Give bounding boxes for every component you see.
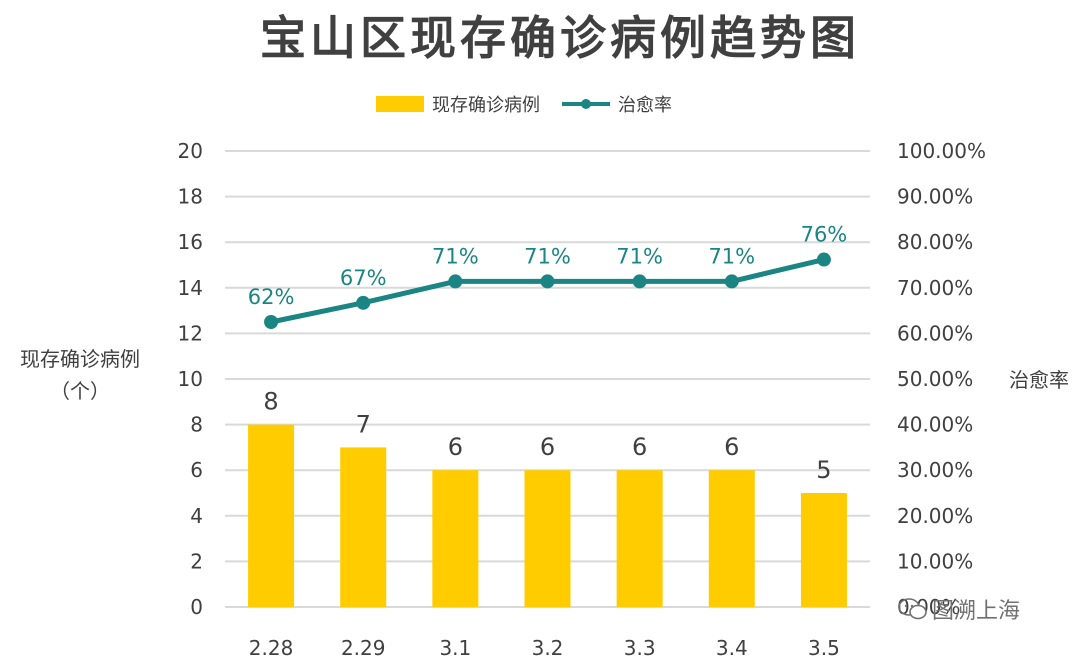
bar-data-label: 5 [816,456,831,484]
legend-label-cure-rate: 治愈率 [618,95,672,116]
x-tick: 3.2 [532,636,564,657]
cure-rate-data-label: 71% [432,244,479,268]
cure-rate-point [264,315,279,329]
legend-label-cases: 现存确诊病例 [432,95,540,116]
cure-rate-point [356,295,371,310]
y-tick-left: 2 [190,549,203,573]
cure-rate-data-label: 62% [248,285,295,309]
bar-data-label: 6 [632,433,647,461]
x-tick: 2.28 [249,636,294,657]
bar [248,424,295,607]
cure-rate-point [632,274,647,289]
y-tick-left: 20 [178,139,203,163]
y-tick-right: 50.00% [897,367,973,391]
y-tick-left: 14 [178,276,203,300]
x-tick: 2.29 [341,636,386,657]
y-axis-left-title: 现存确诊病例 （个） [20,347,140,403]
y-tick-right: 20.00% [897,504,973,528]
y-tick-right: 60.00% [897,321,973,345]
legend-bar-swatch [376,96,424,112]
y-tick-right: 70.00% [897,276,973,300]
y-tick-left: 0 [190,595,203,619]
cure-rate-data-label: 71% [708,244,755,268]
bar [616,470,663,607]
y-tick-left: 6 [190,458,203,482]
x-tick: 3.4 [716,636,748,657]
y-tick-left: 12 [178,321,203,345]
x-tick: 3.3 [624,636,656,657]
y-tick-left: 18 [178,185,203,209]
legend-line-swatch [562,96,610,112]
y-tick-right: 100.00% [897,139,986,163]
bar [524,470,571,607]
y-tick-left: 4 [190,504,203,528]
y-tick-left: 10 [178,367,203,391]
chart-legend: 现存确诊病例 治愈率 [376,89,694,119]
x-tick: 3.5 [808,636,840,657]
cure-rate-point [724,274,739,289]
chart-title: 宝山区现存确诊病例趋势图 [260,11,860,65]
wechat-icon [898,598,927,620]
bar [800,493,847,607]
y-tick-right: 30.00% [897,458,973,482]
bar-data-label: 8 [263,388,278,416]
legend-item-cases: 现存确诊病例 [376,91,540,117]
bar-data-label: 6 [724,433,739,461]
y-tick-right: 80.00% [897,230,973,254]
cure-rate-point [540,274,555,289]
bar-data-label: 6 [540,433,555,461]
y-tick-right: 40.00% [897,413,973,437]
cure-rate-data-label: 71% [524,244,571,268]
bar-data-label: 7 [356,410,371,438]
watermark-text: 图溯上海 [932,599,1021,624]
cure-rate-data-label: 76% [801,223,848,247]
cure-rate-point [816,252,831,267]
y-tick-left: 16 [178,230,203,254]
y-tick-left: 8 [190,413,203,437]
bar-data-label: 6 [448,433,463,461]
cure-rate-data-label: 71% [616,244,663,268]
bar [340,447,387,607]
bar [708,470,755,607]
watermark: 图溯上海 [898,593,1020,625]
cure-rate-point [448,274,463,289]
y-tick-right: 90.00% [897,185,973,209]
bar [432,470,479,607]
y-tick-right: 10.00% [897,549,973,573]
cure-rate-data-label: 67% [340,266,387,290]
legend-item-cure-rate: 治愈率 [562,91,672,117]
y-axis-right-title: 治愈率 [1009,368,1069,392]
x-tick: 3.1 [439,636,471,657]
